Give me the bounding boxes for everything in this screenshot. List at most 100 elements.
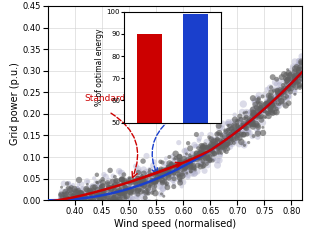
Point (227, 124, 232, 128)
Point (64, 203, 69, 207)
Point (59, 210, 64, 214)
Point (255, 99, 260, 102)
Point (299, 74, 304, 78)
Point (286, 96, 290, 100)
Point (64, 215, 69, 219)
Point (236, 128, 241, 132)
Point (274, 95, 279, 99)
Point (273, 105, 278, 108)
Point (77, 197, 82, 201)
Point (94, 173, 99, 177)
Point (217, 154, 222, 157)
Point (223, 144, 228, 148)
Point (86, 197, 91, 201)
Point (278, 90, 283, 94)
Point (245, 120, 250, 124)
Point (188, 163, 193, 167)
Point (178, 159, 183, 163)
Point (164, 183, 169, 187)
Point (64, 190, 69, 194)
Point (90, 183, 95, 187)
Point (101, 196, 106, 200)
Point (108, 198, 113, 201)
Point (202, 154, 206, 158)
Point (283, 88, 288, 92)
Point (181, 164, 186, 168)
Point (288, 90, 293, 94)
Point (91, 211, 96, 215)
Point (282, 90, 287, 94)
Point (63, 208, 68, 212)
Point (265, 99, 270, 103)
Point (193, 168, 197, 172)
Point (268, 86, 273, 89)
Point (236, 130, 241, 134)
Point (226, 134, 231, 138)
Point (226, 140, 231, 144)
Point (113, 179, 118, 183)
Point (226, 131, 231, 135)
Point (284, 80, 289, 84)
Point (210, 147, 215, 151)
Point (144, 154, 149, 158)
Point (267, 97, 272, 100)
Point (226, 147, 231, 151)
Point (224, 130, 229, 134)
Point (272, 105, 277, 109)
Point (111, 196, 116, 200)
Point (284, 88, 289, 92)
Point (121, 183, 126, 187)
Point (240, 123, 245, 127)
Point (143, 181, 148, 185)
Point (265, 87, 270, 91)
Point (186, 166, 191, 170)
Point (268, 102, 272, 106)
Point (127, 187, 132, 190)
Point (103, 175, 108, 179)
Point (191, 170, 196, 174)
Point (246, 128, 250, 132)
Point (112, 187, 117, 191)
Point (76, 183, 81, 187)
Point (187, 158, 192, 162)
Point (152, 180, 157, 184)
Point (188, 161, 193, 165)
Point (292, 73, 297, 77)
Point (179, 175, 184, 178)
Point (130, 188, 135, 192)
Point (249, 120, 254, 123)
Point (235, 131, 240, 134)
Point (200, 160, 205, 164)
Point (187, 160, 192, 164)
Point (289, 87, 294, 91)
Point (176, 169, 181, 173)
Point (96, 202, 101, 206)
Point (215, 132, 219, 136)
Point (66, 208, 71, 212)
Point (177, 159, 182, 162)
Point (149, 177, 154, 181)
Point (268, 107, 272, 110)
Point (187, 161, 192, 164)
Point (253, 103, 258, 106)
Point (169, 165, 174, 169)
Point (258, 106, 263, 110)
Point (148, 174, 153, 178)
Point (250, 125, 255, 128)
Point (236, 125, 241, 128)
Point (95, 188, 100, 191)
Point (286, 85, 291, 88)
Point (77, 195, 82, 199)
Point (292, 91, 297, 95)
Point (60, 203, 64, 207)
Point (282, 91, 287, 94)
Point (221, 142, 226, 146)
Point (158, 177, 163, 180)
Point (214, 137, 219, 140)
Point (72, 207, 77, 211)
Point (292, 77, 297, 81)
Point (173, 169, 178, 173)
Point (141, 172, 146, 175)
Point (256, 93, 261, 97)
Point (248, 123, 253, 127)
